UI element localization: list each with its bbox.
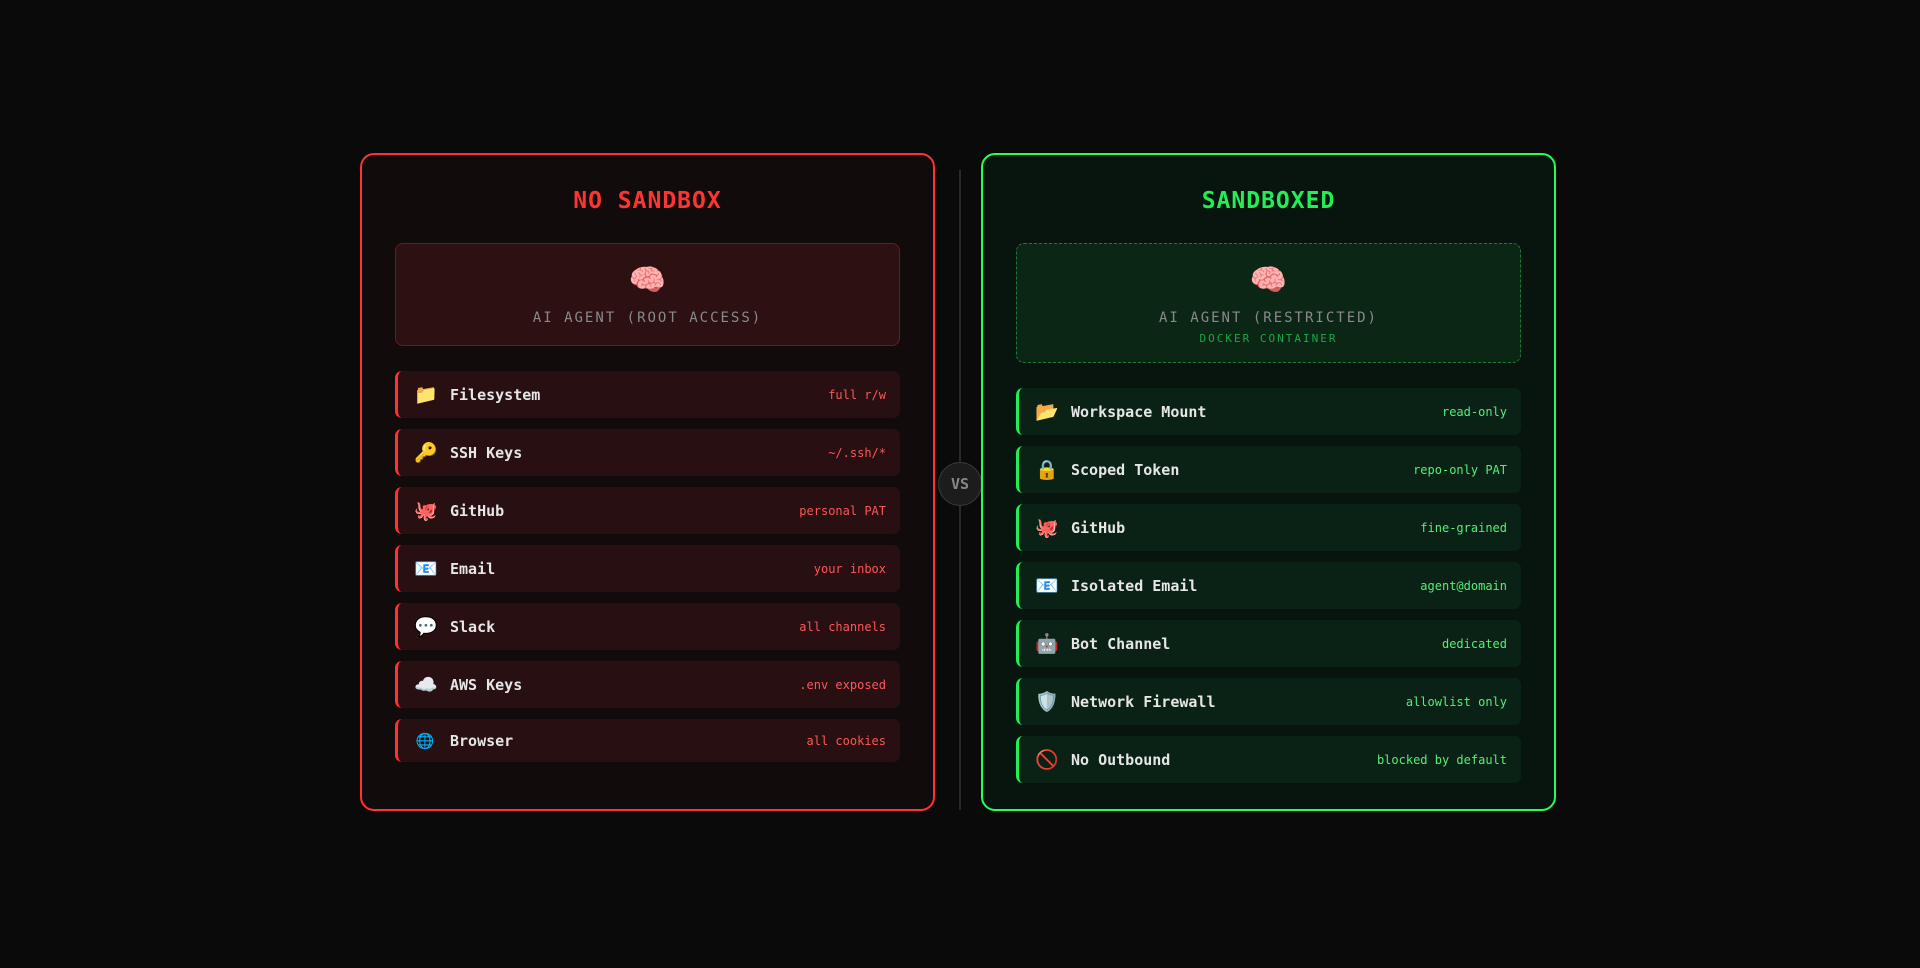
item-label: No Outbound [1071,750,1171,769]
item-label: Slack [450,617,496,636]
agent-label: AI AGENT (ROOT ACCESS) [532,310,763,326]
item-label: Scoped Token [1071,460,1180,479]
item-label: Isolated Email [1071,576,1198,595]
item-value: agent@domain [1420,578,1507,593]
item-label: Bot Channel [1071,634,1171,653]
email-icon: 📧 [1035,575,1059,597]
panel-title: SANDBOXED [1201,188,1336,214]
list-item-github: 🐙 GitHub fine-grained [1016,504,1521,551]
brain-icon: 🧠 [1249,263,1288,298]
agent-label: AI AGENT (RESTRICTED) [1158,310,1378,326]
octopus-icon: 🐙 [1035,517,1059,539]
open-folder-icon: 📂 [1035,401,1059,423]
list-item-slack: 💬 Slack all channels [395,603,900,650]
list-item-bot-channel: 🤖 Bot Channel dedicated [1016,620,1521,667]
item-value: fine-grained [1420,520,1507,535]
item-value: .env exposed [799,677,886,692]
item-value: repo-only PAT [1413,462,1507,477]
item-value: blocked by default [1376,752,1507,767]
list-item-isolated-email: 📧 Isolated Email agent@domain [1016,562,1521,609]
email-icon: 📧 [414,558,438,580]
list-item-github: 🐙 GitHub personal PAT [395,487,900,534]
item-label: Browser [450,731,514,750]
sandboxed-panel: SANDBOXED 🧠 AI AGENT (RESTRICTED) DOCKER… [981,153,1556,811]
item-value: allowlist only [1405,694,1507,709]
item-value: dedicated [1441,636,1507,651]
agent-box: 🧠 AI AGENT (RESTRICTED) DOCKER CONTAINER [1016,243,1521,363]
item-value: ~/.ssh/* [828,445,886,460]
item-value: read-only [1441,404,1507,419]
item-value: your inbox [813,561,886,576]
panel-title: NO SANDBOX [573,188,722,214]
item-label: Network Firewall [1071,692,1216,711]
list-item-browser: 🌐 Browser all cookies [395,719,900,762]
lock-icon: 🔒 [1035,459,1059,481]
no-sandbox-panel: NO SANDBOX 🧠 AI AGENT (ROOT ACCESS) 📁 Fil… [360,153,935,811]
item-label: Filesystem [450,385,541,404]
list-item-filesystem: 📁 Filesystem full r/w [395,371,900,418]
agent-sublabel: DOCKER CONTAINER [1199,332,1338,345]
item-value: full r/w [828,387,886,402]
speech-bubble-icon: 💬 [414,616,438,638]
item-label: Email [450,559,496,578]
list-item-network-firewall: 🛡️ Network Firewall allowlist only [1016,678,1521,725]
octopus-icon: 🐙 [414,500,438,522]
item-value: personal PAT [799,503,886,518]
item-label: Workspace Mount [1071,402,1207,421]
robot-icon: 🤖 [1035,633,1059,655]
cloud-icon: ☁️ [414,674,438,696]
list-item-workspace-mount: 📂 Workspace Mount read-only [1016,388,1521,435]
agent-box: 🧠 AI AGENT (ROOT ACCESS) [395,243,900,346]
item-label: GitHub [450,501,505,520]
item-value: all channels [799,619,886,634]
list-item-email: 📧 Email your inbox [395,545,900,592]
list-item-no-outbound: 🚫 No Outbound blocked by default [1016,736,1521,783]
list-item-aws-keys: ☁️ AWS Keys .env exposed [395,661,900,708]
item-label: SSH Keys [450,443,523,462]
globe-icon: 🌐 [415,731,435,750]
vs-badge: VS [938,462,982,506]
folder-icon: 📁 [414,384,438,406]
item-label: GitHub [1071,518,1126,537]
list-item-scoped-token: 🔒 Scoped Token repo-only PAT [1016,446,1521,493]
item-label: AWS Keys [450,675,523,694]
shield-icon: 🛡️ [1035,691,1059,713]
item-value: all cookies [806,733,886,748]
key-icon: 🔑 [414,442,438,464]
list-item-ssh-keys: 🔑 SSH Keys ~/.ssh/* [395,429,900,476]
brain-icon: 🧠 [628,263,667,298]
prohibited-icon: 🚫 [1035,749,1059,771]
